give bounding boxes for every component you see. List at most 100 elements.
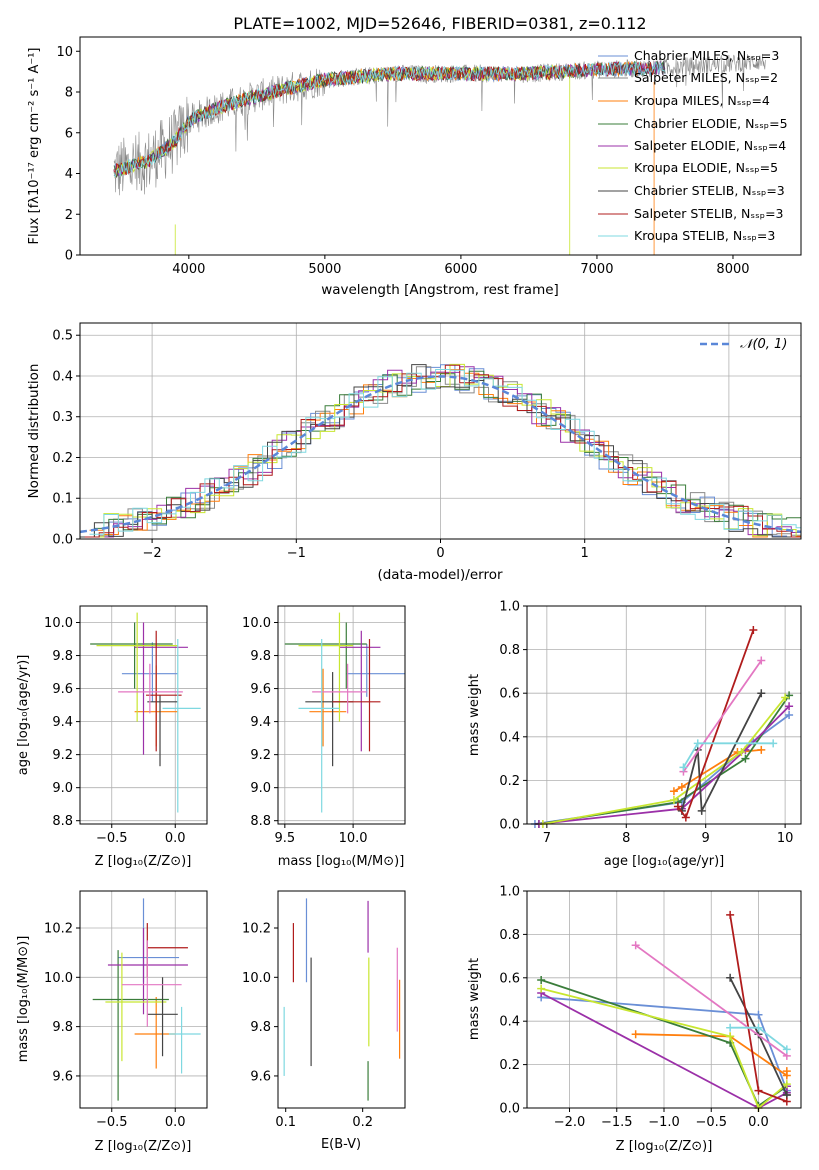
spectrum-ytick-label-4: 8	[65, 86, 73, 101]
spectrum-legend: Chabrier MILES, Nₛₛₚ=3 Salpeter MILES, N…	[598, 48, 788, 243]
residual-histogram-9	[89, 369, 801, 535]
mass-vs-ebv-ytick-label-2: 10.0	[242, 971, 271, 986]
mass-vs-z-xtick-label-1: 0.0	[165, 1115, 186, 1130]
age-vs-mass-ytick-label-0: 8.8	[250, 814, 271, 829]
spectrum-ytick-label-1: 2	[65, 208, 73, 223]
weight-vs-age-series-8	[682, 659, 763, 773]
mass-vs-z-xtick-label-0: −0.5	[96, 1115, 128, 1130]
residuals-ylabel: Normed distribution	[26, 364, 42, 499]
age-vs-mass-axes-frame	[277, 605, 406, 825]
weight-vs-age-marker-7-1	[673, 802, 682, 811]
legend-label-2: Salpeter MILES, Nₛₛₚ=2	[634, 70, 778, 85]
residuals-ytick-label-3: 0.3	[52, 410, 73, 425]
weight-vs-age-xtick-label-0: 7	[543, 831, 551, 846]
spectrum-axes-frame	[79, 36, 802, 256]
weight-vs-z-marker-5-4	[782, 1080, 791, 1089]
weight-vs-age-marker-2-1	[669, 787, 678, 796]
residuals-xtick-label-3: 1	[581, 546, 589, 561]
spectrum-lines	[113, 53, 766, 255]
weight-vs-z-marker-6-1	[726, 973, 735, 982]
weight-vs-age-lines	[530, 625, 794, 828]
age-vs-z-ytick-label-0: 8.8	[52, 814, 73, 829]
mass-vs-ebv-xtick-label-0: 0.1	[275, 1115, 296, 1130]
spectrum-panel: 4000 5000 6000 7000 8000 0 2 4 6 8 10 Chabrier MIL…	[27, 36, 802, 298]
residuals-ytick-label-1: 0.1	[52, 492, 73, 507]
legend-label-5: Salpeter ELODIE, Nₛₛₚ=4	[634, 138, 786, 153]
mass-vs-ebv-ytick-label-0: 9.6	[250, 1069, 271, 1084]
mass-vs-z-panel: −0.5 0.0 9.6 9.8 10.0 10.2 Z [log₁₀(Z/Z⊙)] ma…	[16, 890, 208, 1154]
weight-vs-z-marker-3-1	[537, 975, 546, 984]
age-vs-mass-ytick-label-2: 9.2	[250, 748, 271, 763]
spectrum-xlabel: wavelength [Angstrom, rest frame]	[321, 282, 559, 298]
weight-vs-age-ytick-label-1: 0.2	[499, 774, 520, 789]
weight-vs-age-marker-5-4	[781, 693, 790, 702]
weight-vs-age-marker-7-3	[749, 625, 758, 634]
age-vs-z-xtick-label-1: 0.0	[165, 831, 186, 846]
age-vs-mass-ytick-label-1: 9.0	[250, 781, 271, 796]
mass-vs-ebv-ytick-label-1: 9.8	[250, 1020, 271, 1035]
weight-vs-z-xtick-label-3: −0.5	[695, 1115, 727, 1130]
age-vs-mass-grid	[278, 606, 405, 824]
weight-vs-z-marker-2-1	[631, 1030, 640, 1039]
spectrum-ytick-label-0: 0	[65, 249, 73, 264]
legend-label-normal: 𝒩(0, 1)	[740, 337, 787, 352]
residuals-xtick-label-1: −1	[287, 546, 306, 561]
residuals-ytick-label-0: 0.0	[52, 533, 73, 548]
weight-vs-z-xlabel: Z [log₁₀(Z/Z⊙)]	[616, 1139, 713, 1154]
residuals-histograms	[79, 363, 802, 538]
weight-vs-z-marker-7-1	[726, 910, 735, 919]
weight-vs-age-ytick-label-4: 0.8	[499, 643, 520, 658]
weight-vs-age-grid	[527, 605, 801, 825]
weight-vs-z-xtick-label-1: −1.5	[601, 1115, 633, 1130]
legend-label-7: Chabrier STELIB, Nₛₛₚ=3	[634, 183, 785, 198]
residuals-xlabel: (data-model)/error	[377, 567, 503, 583]
mass-vs-z-xlabel: Z [log₁₀(Z/Z⊙)]	[95, 1139, 192, 1154]
spectrum-model-line-7	[113, 59, 666, 178]
weight-vs-age-marker-2-2	[677, 782, 686, 791]
weight-vs-z-xtick-label-0: −2.0	[554, 1115, 586, 1130]
residuals-ytick-label-4: 0.4	[52, 369, 73, 384]
weight-vs-age-xtick-label-3: 10	[777, 831, 794, 846]
mass-vs-ebv-axes-frame	[277, 890, 406, 1109]
spectrum-ylabel: Flux [fλ10⁻¹⁷ erg cm⁻² s⁻¹ A⁻¹]	[27, 48, 42, 245]
spectrum-model-line-9	[113, 60, 666, 178]
weight-vs-z-ticks: −2.0 −1.5 −1.0 −0.5 0.0 0.0 0.2 0.4 0.6 0.8 1.0	[499, 885, 769, 1131]
age-vs-z-errorbars	[90, 612, 201, 813]
weight-vs-age-marker-5-3	[737, 748, 746, 757]
weight-vs-z-ytick-label-1: 0.2	[499, 1058, 520, 1073]
residuals-grid	[80, 323, 801, 540]
residuals-ticks: −2 −1 0 1 2 0.0 0.1 0.2 0.3 0.4 0.5	[52, 329, 733, 561]
spectrum-ticks: 4000 5000 6000 7000 8000 0 2 4 6 8 10	[56, 45, 749, 277]
mass-vs-z-ytick-label-3: 10.2	[44, 921, 73, 936]
spectrum-xtick-label-0: 4000	[172, 262, 205, 277]
spectrum-ytick-label-3: 6	[65, 126, 73, 141]
weight-vs-age-xtick-label-2: 9	[702, 831, 710, 846]
weight-vs-age-ticks: 7 8 9 10 0.0 0.2 0.4 0.6 0.8 1.0	[499, 600, 793, 847]
weight-vs-age-marker-5-2	[669, 796, 678, 805]
age-vs-z-ytick-label-6: 10.0	[44, 616, 73, 631]
weight-vs-age-marker-6-3	[697, 806, 706, 815]
age-vs-z-xtick-label-0: −0.5	[96, 831, 128, 846]
age-vs-mass-ytick-label-5: 9.8	[250, 649, 271, 664]
age-vs-mass-xtick-label-1: 10.0	[339, 831, 368, 846]
age-vs-z-axes-frame	[79, 605, 208, 825]
weight-vs-z-ytick-label-5: 1.0	[499, 885, 520, 900]
weight-vs-z-panel: −2.0 −1.5 −1.0 −0.5 0.0 0.0 0.2 0.4 0.6 0.8 1.0 Z …	[467, 885, 802, 1154]
weight-vs-age-marker-8-2	[757, 656, 766, 665]
mass-vs-ebv-ticks: 0.1 0.2 9.6 9.8 10.0 10.2	[242, 921, 373, 1130]
mass-vs-ebv-panel: 0.1 0.2 9.6 9.8 10.0 10.2 E(B-V)	[242, 890, 406, 1152]
spectrum-ytick-label-5: 10	[56, 45, 73, 60]
weight-vs-z-ytick-label-4: 0.8	[499, 928, 520, 943]
weight-vs-age-ytick-label-5: 1.0	[499, 600, 520, 615]
age-vs-mass-xtick-label-0: 9.5	[274, 831, 295, 846]
weight-vs-age-series-2	[673, 749, 762, 793]
mass-vs-z-ylabel: mass [log₁₀(M/M⊙)]	[16, 936, 31, 1063]
weight-vs-z-ytick-label-2: 0.4	[499, 1015, 520, 1030]
weight-vs-age-series-3	[538, 694, 790, 825]
weight-vs-age-axes-frame	[526, 605, 802, 825]
weight-vs-age-ytick-label-3: 0.6	[499, 687, 520, 702]
weight-vs-age-marker-9-2	[693, 739, 702, 748]
weight-vs-z-marker-7-3	[782, 1097, 791, 1106]
legend-label-1: Chabrier MILES, Nₛₛₚ=3	[634, 48, 779, 63]
age-vs-mass-ytick-label-4: 9.6	[250, 682, 271, 697]
